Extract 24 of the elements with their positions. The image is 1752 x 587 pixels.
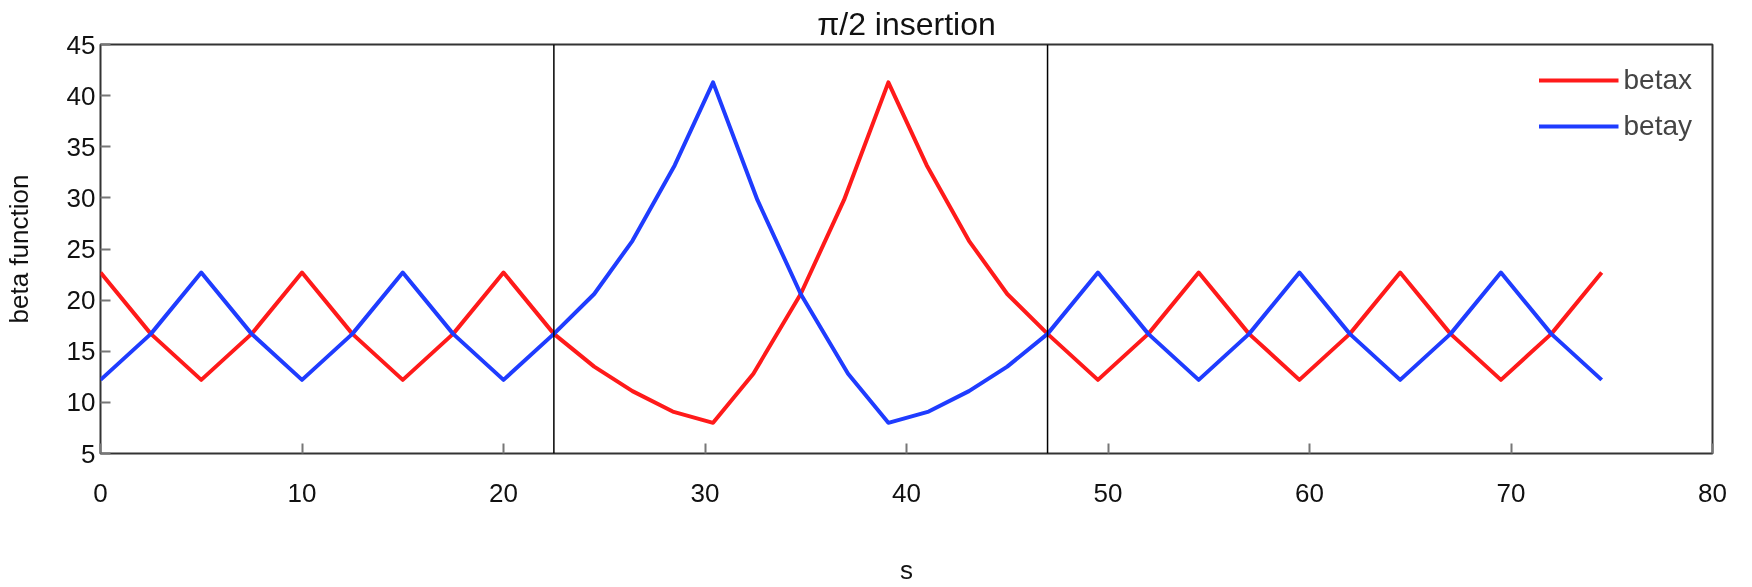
y-tick-label: 35 xyxy=(66,131,96,162)
legend-label: betax xyxy=(1623,64,1692,96)
x-tick-label: 10 xyxy=(287,477,317,508)
x-tick-label: 70 xyxy=(1496,477,1526,508)
legend-label: betay xyxy=(1623,110,1692,142)
y-tick-label: 25 xyxy=(66,234,96,264)
x-tick-label: 20 xyxy=(489,477,518,508)
y-axis-title: beta function xyxy=(3,174,34,324)
y-tick-label: 30 xyxy=(66,182,96,213)
x-tick-label: 40 xyxy=(892,477,921,508)
x-tick-label: 50 xyxy=(1093,477,1123,508)
y-tick-label: 45 xyxy=(66,29,96,60)
x-tick-label: 30 xyxy=(690,477,720,508)
y-tick-label: 15 xyxy=(66,336,96,367)
x-tick-label: 0 xyxy=(93,477,108,508)
line-series xyxy=(100,80,1604,425)
x-axis-title: s xyxy=(900,554,913,585)
x-tick-label: 60 xyxy=(1295,477,1324,508)
y-tick-label: 40 xyxy=(66,80,96,111)
y-tick-label: 20 xyxy=(66,285,96,316)
y-tick-label: 10 xyxy=(66,387,96,418)
x-tick-label: 80 xyxy=(1698,477,1727,508)
text: π/2 insertion xyxy=(817,5,996,42)
y-tick-label: 5 xyxy=(81,438,96,469)
